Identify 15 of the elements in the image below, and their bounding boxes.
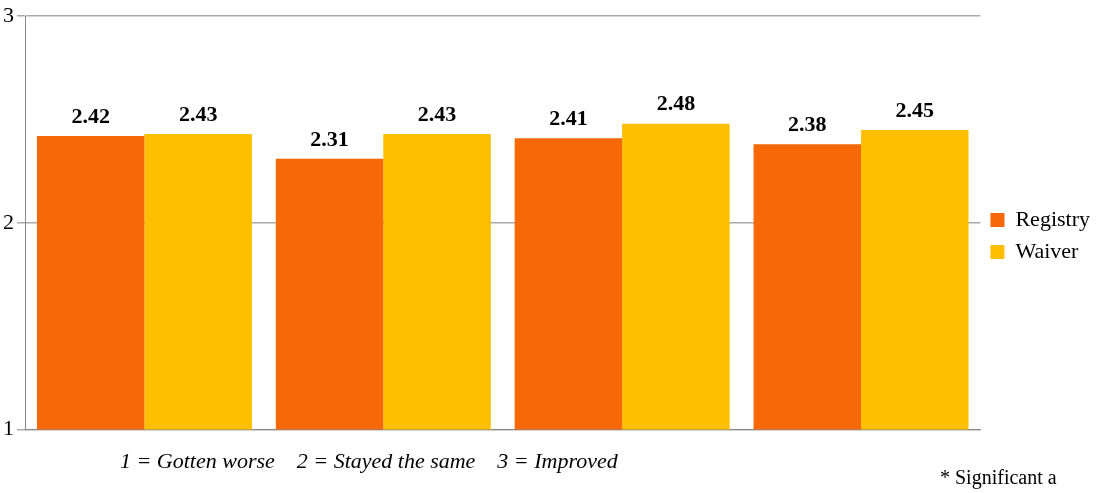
y-tick-label: 2 — [3, 208, 14, 234]
data-label: 2.42 — [71, 102, 110, 128]
text: 1 = Gotten worse 2 = Stayed the same 3 = Improved — [120, 448, 618, 474]
legend-label: Waiver — [1015, 237, 1080, 263]
y-tick-label: 1 — [3, 415, 14, 441]
data-label: 2.43 — [417, 100, 457, 126]
data-label: 2.43 — [178, 100, 218, 126]
data-label: 2.41 — [549, 104, 588, 130]
text: * Significant a — [940, 466, 1057, 489]
data-label: 2.48 — [656, 90, 696, 116]
legend-label: Registry — [1015, 205, 1091, 231]
data-label: 2.38 — [788, 111, 827, 137]
data-label: 2.31 — [310, 125, 349, 151]
y-tick-label: 3 — [3, 1, 14, 27]
data-label: 2.45 — [895, 96, 935, 122]
